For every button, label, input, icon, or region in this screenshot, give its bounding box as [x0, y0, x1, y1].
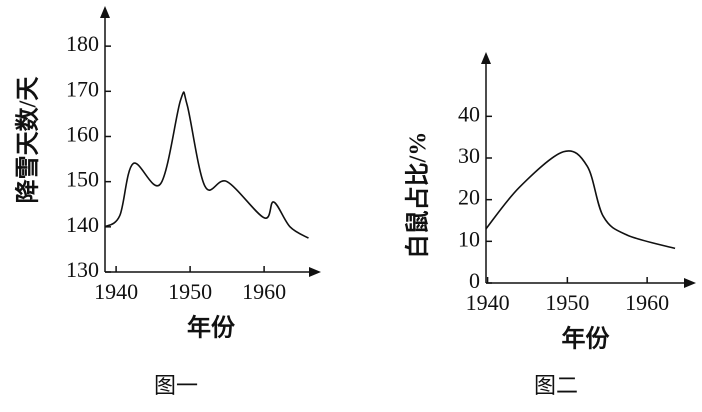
y-tick-label: 20 [458, 185, 480, 210]
y-tick-label: 30 [458, 143, 480, 168]
y-tick-label: 10 [458, 226, 480, 251]
y-tick-label: 140 [66, 212, 99, 237]
y-tick-label: 150 [66, 167, 99, 192]
axes-2 [481, 52, 696, 288]
x-tick-label: 1950 [545, 290, 589, 315]
y-tick-label: 130 [66, 257, 99, 282]
x-axis-title: 年份 [187, 314, 236, 342]
caption: 图一 [154, 373, 198, 398]
y-tick-label: 160 [66, 122, 99, 147]
data-line [104, 91, 309, 239]
x-tick-label: 1950 [168, 279, 212, 304]
x-tick-label: 1960 [242, 279, 286, 304]
x-axis-title: 年份 [562, 325, 611, 353]
axes-1 [100, 6, 321, 277]
x-tick-label: 1940 [466, 290, 510, 315]
y-arrow [481, 52, 491, 64]
x-arrow [309, 267, 321, 277]
data-line [485, 150, 676, 250]
x-tick-label: 1940 [94, 279, 138, 304]
y-tick-label: 170 [66, 76, 99, 101]
x-arrow [684, 278, 696, 288]
y-axis-title: 降雪天数/天 [14, 77, 42, 204]
caption: 图二 [534, 373, 578, 398]
y-tick-label: 0 [469, 268, 480, 293]
y-tick-label: 40 [458, 101, 480, 126]
x-tick-label: 1960 [625, 290, 669, 315]
y-arrow [100, 6, 110, 18]
y-tick-label: 180 [66, 31, 99, 56]
y-axis-title: 白鼠占比/% [404, 132, 432, 259]
